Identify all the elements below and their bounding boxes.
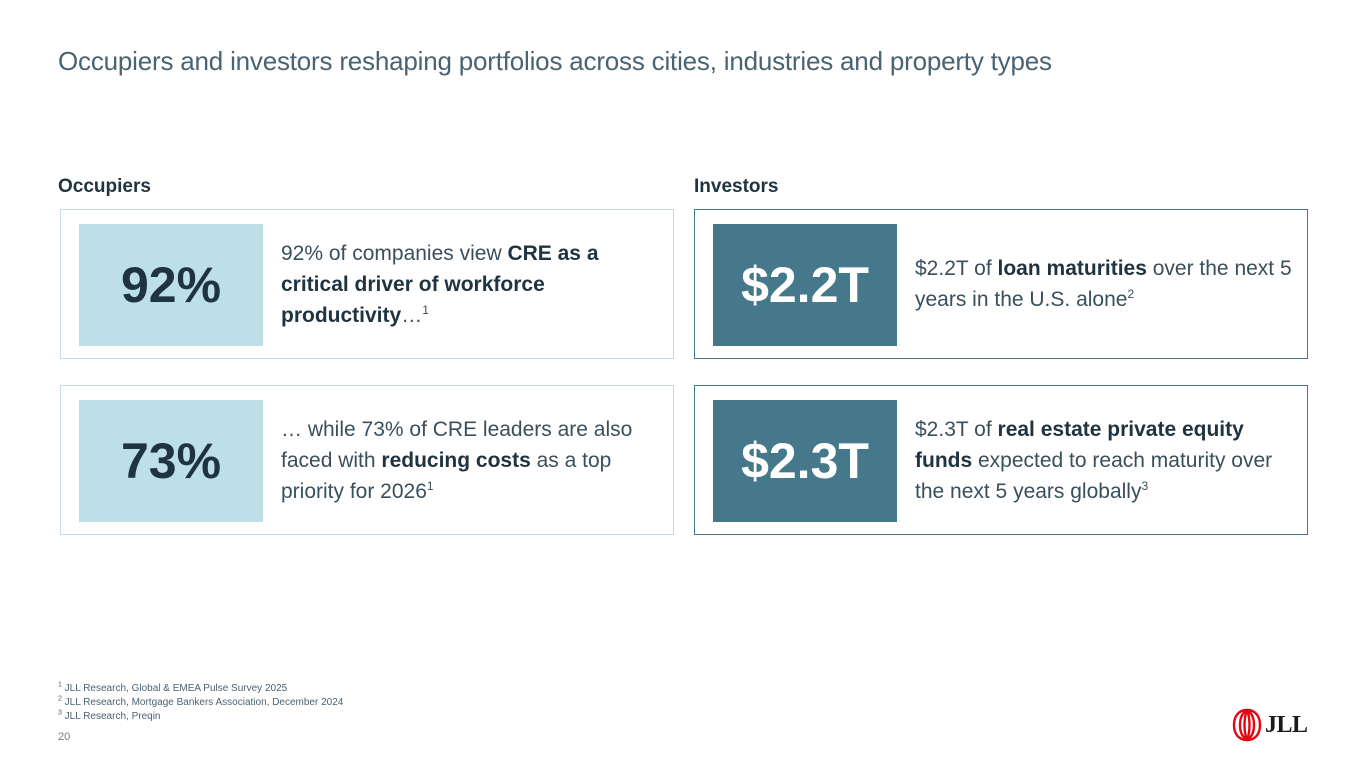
occupier-stat-card: 92% 92% of companies view CRE as a criti… [60,209,674,359]
stat-value: $2.2T [713,224,897,346]
jll-logo: JLL [1232,707,1308,743]
stat-description: … while 73% of CRE leaders are also face… [281,417,633,503]
footnote: 3 JLL Research, Preqin [58,709,161,722]
jll-logo-text: JLL [1265,711,1308,738]
page-title: Occupiers and investors reshaping portfo… [58,46,1052,76]
footnote: 1 JLL Research, Global & EMEA Pulse Surv… [58,681,288,694]
investors-label: Investors [694,176,779,197]
stat-description: $2.2T of loan maturities over the next 5… [915,257,1292,311]
footnote: 2 JLL Research, Mortgage Bankers Associa… [58,695,344,708]
stat-value: 92% [79,224,263,346]
investor-stat-card: $2.3T $2.3T of real estate private equit… [694,385,1308,535]
occupier-stat-card: 73% … while 73% of CRE leaders are also … [60,385,674,535]
page-number: 20 [58,731,71,743]
stat-value: $2.3T [713,400,897,522]
occupiers-label: Occupiers [58,176,151,197]
jll-logo-icon [1232,708,1262,742]
stat-description: $2.3T of real estate private equity fund… [915,417,1273,503]
footnotes: 1 JLL Research, Global & EMEA Pulse Surv… [58,682,343,724]
stat-value: 73% [79,400,263,522]
investor-stat-card: $2.2T $2.2T of loan maturities over the … [694,209,1308,359]
stat-description: 92% of companies view CRE as a critical … [281,241,599,327]
